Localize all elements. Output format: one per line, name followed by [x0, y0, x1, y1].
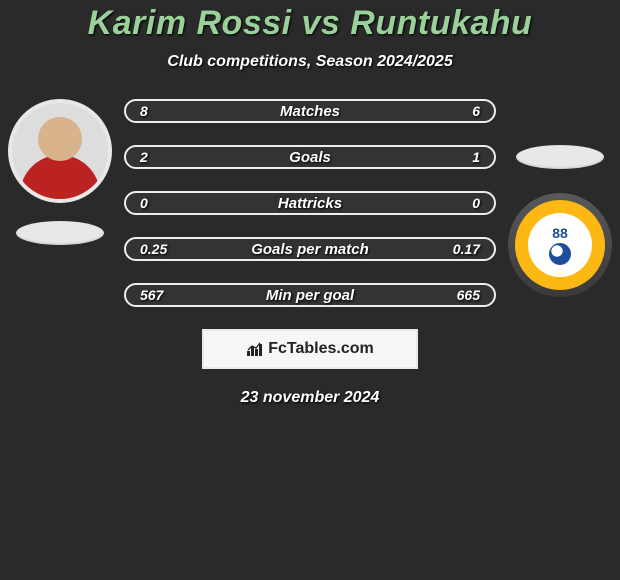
stat-left-value: 0 — [140, 195, 148, 211]
stat-bars: 8 Matches 6 2 Goals 1 0 Hattricks 0 0.25… — [112, 99, 508, 307]
date-text: 23 november 2024 — [241, 389, 380, 407]
player-left-column — [8, 99, 112, 245]
player-right-column: 88 — [508, 145, 612, 297]
stat-label: Min per goal — [126, 287, 494, 304]
stat-right-value: 0.17 — [453, 241, 480, 257]
stat-label: Matches — [126, 103, 494, 120]
subtitle: Club competitions, Season 2024/2025 — [0, 53, 620, 71]
stat-row: 0 Hattricks 0 — [124, 191, 496, 215]
stat-right-value: 1 — [472, 149, 480, 165]
stat-label: Goals per match — [126, 241, 494, 258]
stat-row: 0.25 Goals per match 0.17 — [124, 237, 496, 261]
stat-right-value: 6 — [472, 103, 480, 119]
stat-left-value: 0.25 — [140, 241, 167, 257]
badge-number: 88 — [552, 225, 568, 241]
player-right-badge: 88 — [508, 193, 612, 297]
stat-row: 8 Matches 6 — [124, 99, 496, 123]
stat-left-value: 567 — [140, 287, 163, 303]
stat-left-value: 2 — [140, 149, 148, 165]
stat-label: Goals — [126, 149, 494, 166]
brand-text: FcTables.com — [268, 340, 374, 358]
avatar-head — [38, 117, 82, 161]
comparison-card: Karim Rossi vs Runtukahu Club competitio… — [0, 0, 620, 407]
footer: FcTables.com 23 november 2024 — [0, 329, 620, 407]
badge-ring: 88 — [515, 200, 605, 290]
brand-link[interactable]: FcTables.com — [202, 329, 418, 369]
player-left-avatar — [8, 99, 112, 203]
stat-left-value: 8 — [140, 103, 148, 119]
badge-core: 88 — [528, 213, 592, 277]
stat-right-value: 0 — [472, 195, 480, 211]
stat-right-value: 665 — [457, 287, 480, 303]
soccer-ball-icon — [549, 243, 571, 265]
bar-chart-icon — [246, 341, 264, 357]
page-title: Karim Rossi vs Runtukahu — [0, 4, 620, 43]
stat-row: 2 Goals 1 — [124, 145, 496, 169]
stat-label: Hattricks — [126, 195, 494, 212]
content-row: 8 Matches 6 2 Goals 1 0 Hattricks 0 0.25… — [0, 99, 620, 307]
player-right-flag — [516, 145, 604, 169]
stat-row: 567 Min per goal 665 — [124, 283, 496, 307]
player-left-flag — [16, 221, 104, 245]
avatar-shirt — [20, 155, 100, 203]
